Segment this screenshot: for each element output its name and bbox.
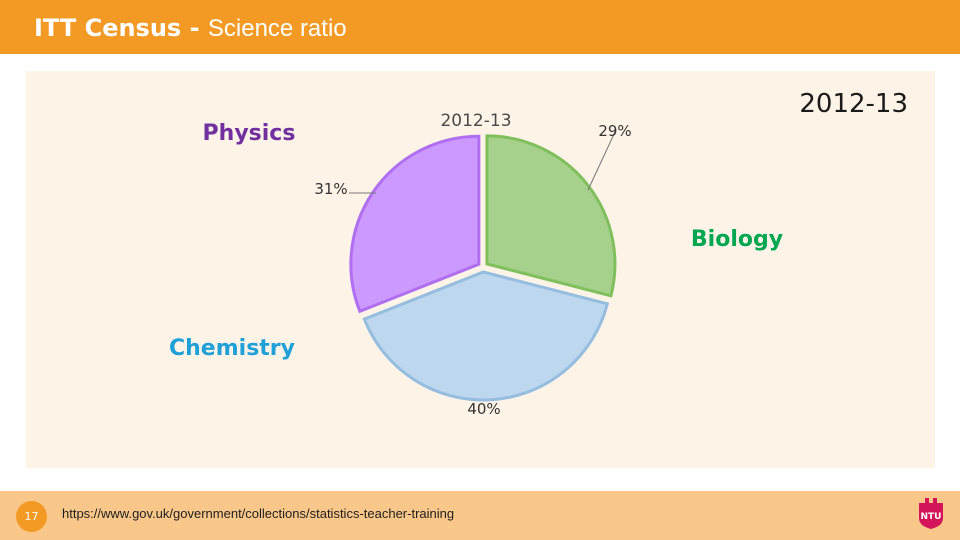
data-label-chemistry: 40%	[467, 400, 500, 418]
pie-slice-physics	[349, 134, 481, 314]
pie-top-title: 2012-13	[440, 111, 511, 131]
svg-text:NTU: NTU	[921, 512, 942, 522]
data-label-biology: 29%	[598, 122, 631, 140]
pie-slices	[349, 134, 617, 402]
page-title: ITT Census - Science ratio	[34, 14, 347, 43]
header-bar: ITT Census - Science ratio	[0, 0, 960, 54]
category-label-chemistry: Chemistry	[169, 336, 295, 361]
source-link[interactable]: https://www.gov.uk/government/collection…	[62, 506, 455, 521]
data-label-physics: 31%	[314, 180, 347, 198]
category-label-physics: Physics	[203, 121, 296, 146]
ntu-logo-icon: NTU	[919, 498, 943, 529]
chart-year-title: 2012-13	[799, 89, 908, 119]
pie-slice-biology	[485, 134, 617, 298]
title-light: Science ratio	[207, 15, 347, 42]
category-label-biology: Biology	[691, 227, 783, 252]
pie-slice-chemistry	[362, 270, 610, 402]
page-number-badge: 17	[16, 501, 47, 532]
footer-bar: 17 https://www.gov.uk/government/collect…	[0, 491, 960, 540]
title-bold: ITT Census -	[34, 14, 208, 42]
leader-line-biology	[587, 131, 616, 191]
chart-panel	[26, 71, 935, 468]
